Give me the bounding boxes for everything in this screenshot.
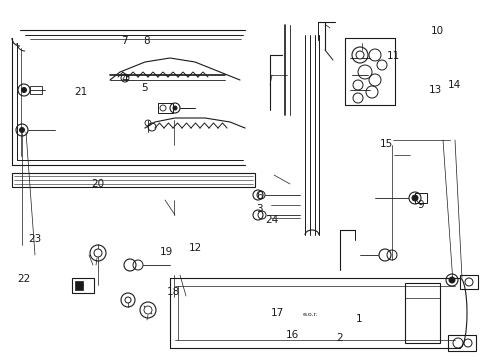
Bar — [414, 193, 426, 203]
Text: 14: 14 — [447, 80, 461, 90]
Text: 10: 10 — [430, 26, 443, 36]
Text: 16: 16 — [285, 330, 299, 340]
Text: 11: 11 — [386, 51, 400, 61]
Text: 18: 18 — [166, 287, 180, 297]
Text: 24: 24 — [264, 215, 278, 225]
Circle shape — [20, 127, 24, 132]
Text: 5: 5 — [141, 83, 147, 93]
Circle shape — [173, 106, 177, 110]
Bar — [30, 86, 42, 94]
Text: 3: 3 — [255, 204, 262, 214]
Text: 6: 6 — [255, 191, 262, 201]
Circle shape — [21, 87, 26, 93]
Text: 20: 20 — [91, 179, 104, 189]
Circle shape — [143, 306, 152, 314]
Bar — [447, 335, 475, 351]
Text: 4: 4 — [121, 74, 128, 84]
Text: 12: 12 — [188, 243, 202, 253]
Text: 13: 13 — [427, 85, 441, 95]
Text: 7: 7 — [121, 36, 128, 46]
Circle shape — [94, 249, 102, 257]
Circle shape — [411, 195, 417, 201]
Text: e.o.r.: e.o.r. — [302, 311, 317, 316]
Circle shape — [125, 297, 131, 303]
Bar — [404, 283, 439, 343]
Bar — [158, 103, 173, 113]
Text: 8: 8 — [143, 36, 150, 46]
Text: 22: 22 — [17, 274, 30, 284]
Text: 9: 9 — [416, 200, 423, 210]
Text: 2: 2 — [336, 333, 343, 343]
Text: 17: 17 — [270, 308, 284, 318]
Text: 1: 1 — [355, 314, 362, 324]
Bar — [75, 281, 83, 290]
Circle shape — [355, 51, 363, 59]
Bar — [72, 278, 94, 293]
Text: 15: 15 — [379, 139, 392, 149]
Bar — [459, 275, 477, 289]
Text: 21: 21 — [74, 87, 87, 97]
Text: 19: 19 — [159, 247, 173, 257]
Circle shape — [448, 277, 454, 283]
Bar — [12, 173, 254, 187]
Text: 23: 23 — [28, 234, 42, 244]
